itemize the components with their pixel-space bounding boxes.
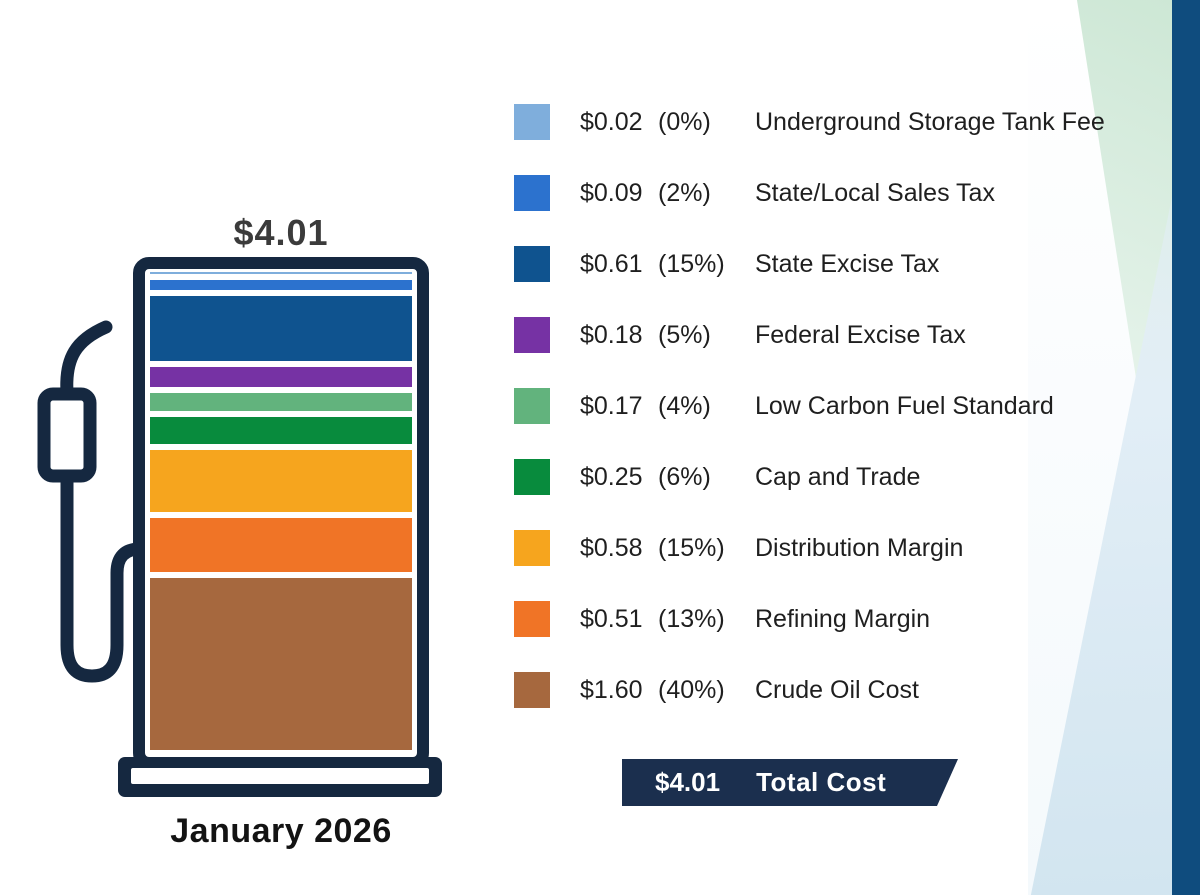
legend-percent: (0%) [658,107,711,136]
legend-row: $0.17 (4%) Low Carbon Fuel Standard [514,387,1105,425]
date-label: January 2026 [170,812,392,850]
legend-amount: $0.61 [580,249,643,278]
legend: $0.02 (0%) Underground Storage Tank Fee $0.… [514,103,1105,742]
cost-stack [150,272,412,750]
cost-segment [150,517,412,573]
cost-segment [150,392,412,411]
legend-swatch [514,601,550,637]
legend-row: $0.58 (15%) Distribution Margin [514,529,1105,567]
legend-label: Cap and Trade [755,462,921,491]
legend-row: $0.18 (5%) Federal Excise Tax [514,316,1105,354]
pump-nozzle-handle [37,387,97,483]
legend-row: $0.61 (15%) State Excise Tax [514,245,1105,283]
legend-percent: (5%) [658,320,711,349]
pump-hose [60,471,153,683]
cost-segment [150,272,412,275]
legend-swatch [514,104,550,140]
legend-percent: (15%) [658,249,725,278]
legend-label: Crude Oil Cost [755,675,919,704]
legend-swatch [514,459,550,495]
legend-amount: $0.09 [580,178,643,207]
legend-swatch [514,175,550,211]
pump-total-price: $4.01 [233,212,329,253]
legend-label: State Excise Tax [755,249,940,278]
cost-segment [150,416,412,444]
legend-percent: (15%) [658,533,725,562]
cost-segment [150,578,412,750]
legend-swatch [514,672,550,708]
legend-swatch [514,246,550,282]
legend-percent: (40%) [658,675,725,704]
cost-segment [150,367,412,387]
legend-row: $1.60 (40%) Crude Oil Cost [514,671,1105,709]
legend-amount: $0.51 [580,604,643,633]
cost-segment [150,295,412,362]
legend-swatch [514,317,550,353]
cost-segment [150,280,412,290]
legend-amount: $0.58 [580,533,643,562]
legend-amount: $0.17 [580,391,643,420]
legend-label: Distribution Margin [755,533,964,562]
right-edge-bar [1172,0,1200,895]
legend-amount: $0.02 [580,107,643,136]
pump-base-stripe [131,768,429,784]
legend-amount: $1.60 [580,675,643,704]
legend-percent: (13%) [658,604,725,633]
legend-row: $0.02 (0%) Underground Storage Tank Fee [514,103,1105,141]
legend-row: $0.09 (2%) State/Local Sales Tax [514,174,1105,212]
total-cost-banner: $4.01 Total Cost [622,759,958,806]
legend-label: State/Local Sales Tax [755,178,995,207]
legend-percent: (6%) [658,462,711,491]
background-gradient [1028,0,1172,895]
cost-segment [150,449,412,512]
legend-percent: (4%) [658,391,711,420]
legend-label: Refining Margin [755,604,931,633]
legend-amount: $0.25 [580,462,643,491]
legend-percent: (2%) [658,178,711,207]
legend-swatch [514,530,550,566]
total-label: Total Cost [756,767,887,797]
pump-spout [60,320,113,399]
legend-label: Underground Storage Tank Fee [755,107,1105,136]
legend-label: Low Carbon Fuel Standard [755,391,1054,420]
legend-label: Federal Excise Tax [755,320,966,349]
legend-row: $0.51 (13%) Refining Margin [514,600,1105,638]
legend-row: $0.25 (6%) Cap and Trade [514,458,1105,496]
total-amount: $4.01 [655,767,721,797]
legend-amount: $0.18 [580,320,643,349]
legend-swatch [514,388,550,424]
